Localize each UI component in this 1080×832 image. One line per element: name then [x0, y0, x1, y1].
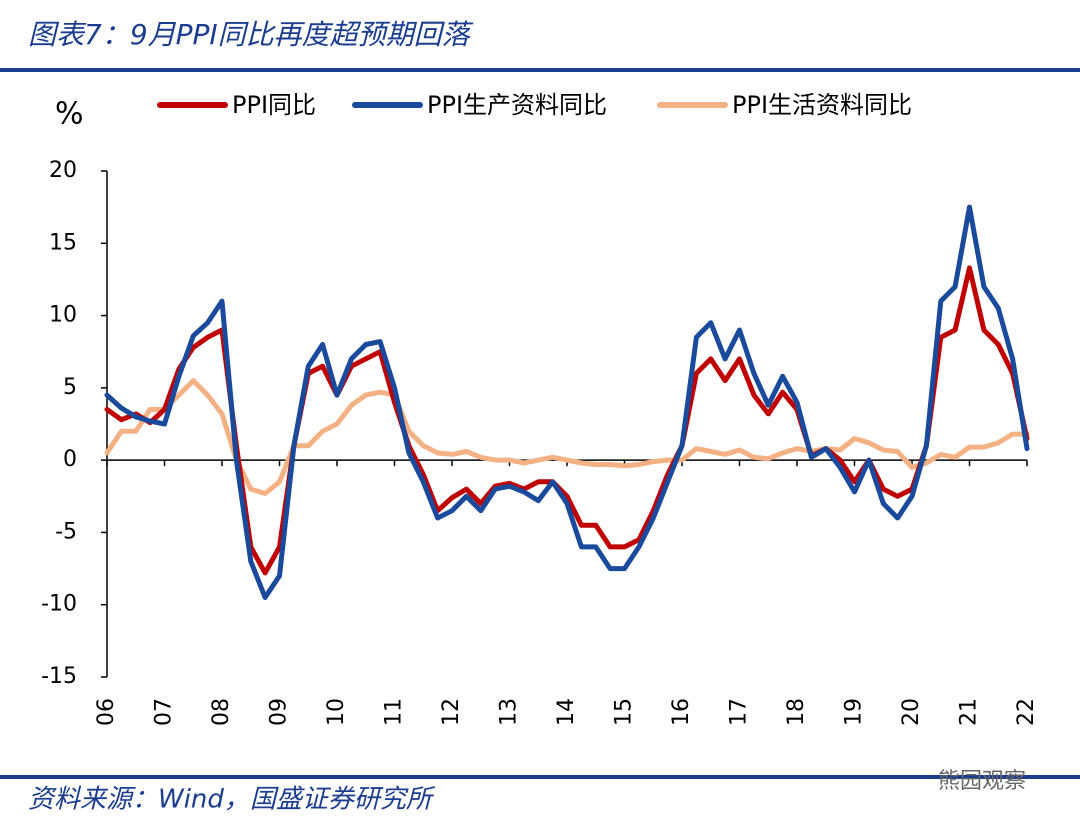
legend-label: PPI生活资料同比	[732, 91, 912, 119]
x-tick-label: 21	[957, 698, 982, 726]
series-line	[104, 378, 1030, 496]
x-tick-label: 11	[382, 698, 407, 726]
x-tick-label: 15	[612, 698, 637, 726]
y-tick-label: -5	[55, 519, 77, 544]
y-tick-label: 20	[49, 158, 77, 183]
x-tick-label: 14	[554, 698, 579, 726]
x-tick-label: 13	[497, 698, 522, 726]
x-tick-label: 20	[899, 698, 924, 726]
y-tick-label: 15	[49, 230, 77, 255]
x-tick-label: 19	[842, 698, 867, 726]
legend-label: PPI生产资料同比	[427, 91, 607, 119]
source-note: 资料来源：Wind，国盛证券研究所	[28, 785, 436, 815]
y-tick-label: -15	[41, 664, 77, 689]
x-tick-label: 17	[727, 698, 752, 726]
x-tick-label: 16	[669, 698, 694, 726]
y-tick-label: -10	[41, 592, 77, 617]
x-tick-label: 10	[324, 698, 349, 726]
x-tick-label: 09	[267, 698, 292, 726]
x-tick-label: 18	[784, 698, 809, 726]
chart-title: 图表7：9月PPI同比再度超预期回落	[28, 18, 474, 51]
x-tick-label: 12	[439, 698, 464, 726]
series-line	[104, 204, 1030, 600]
x-tick-label: 07	[152, 698, 177, 726]
y-tick-label: 0	[63, 447, 77, 472]
footer-rule	[0, 775, 1080, 779]
x-tick-label: 06	[94, 698, 119, 726]
y-tick-label: 10	[49, 303, 77, 328]
y-tick-label: 5	[63, 375, 77, 400]
x-tick-label: 08	[209, 698, 234, 726]
y-axis-label: %	[55, 97, 84, 132]
legend-label: PPI同比	[232, 91, 316, 119]
header-rule	[0, 68, 1080, 72]
x-tick-label: 22	[1014, 698, 1039, 726]
watermark: 熊园观察	[938, 769, 1026, 794]
